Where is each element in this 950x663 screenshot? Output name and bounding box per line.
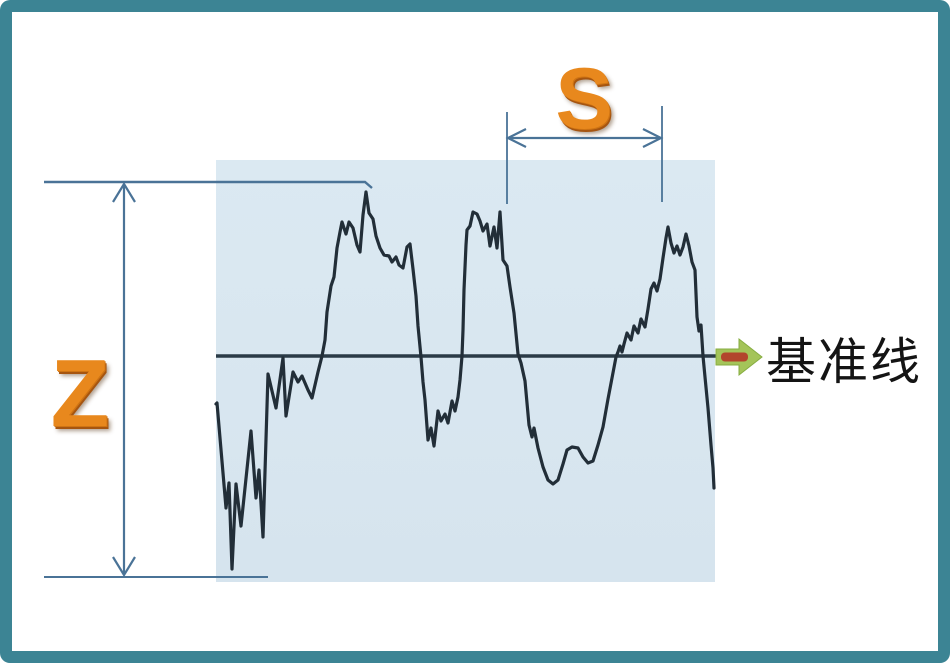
right-arrow-icon <box>715 337 763 377</box>
z-dimension-arrow <box>112 181 136 578</box>
arrow-left-icon <box>505 128 527 148</box>
s-label: S <box>555 51 613 147</box>
s-dimension-arrow <box>505 128 664 148</box>
arrow-up-icon <box>112 181 136 203</box>
roughness-profile-curve <box>214 190 716 571</box>
arrow-right-icon <box>642 128 664 148</box>
baseline-label: 基准线 <box>766 334 922 390</box>
z-label: Z <box>50 340 110 447</box>
top-reference-line <box>44 180 373 189</box>
arrow-down-icon <box>112 556 136 578</box>
